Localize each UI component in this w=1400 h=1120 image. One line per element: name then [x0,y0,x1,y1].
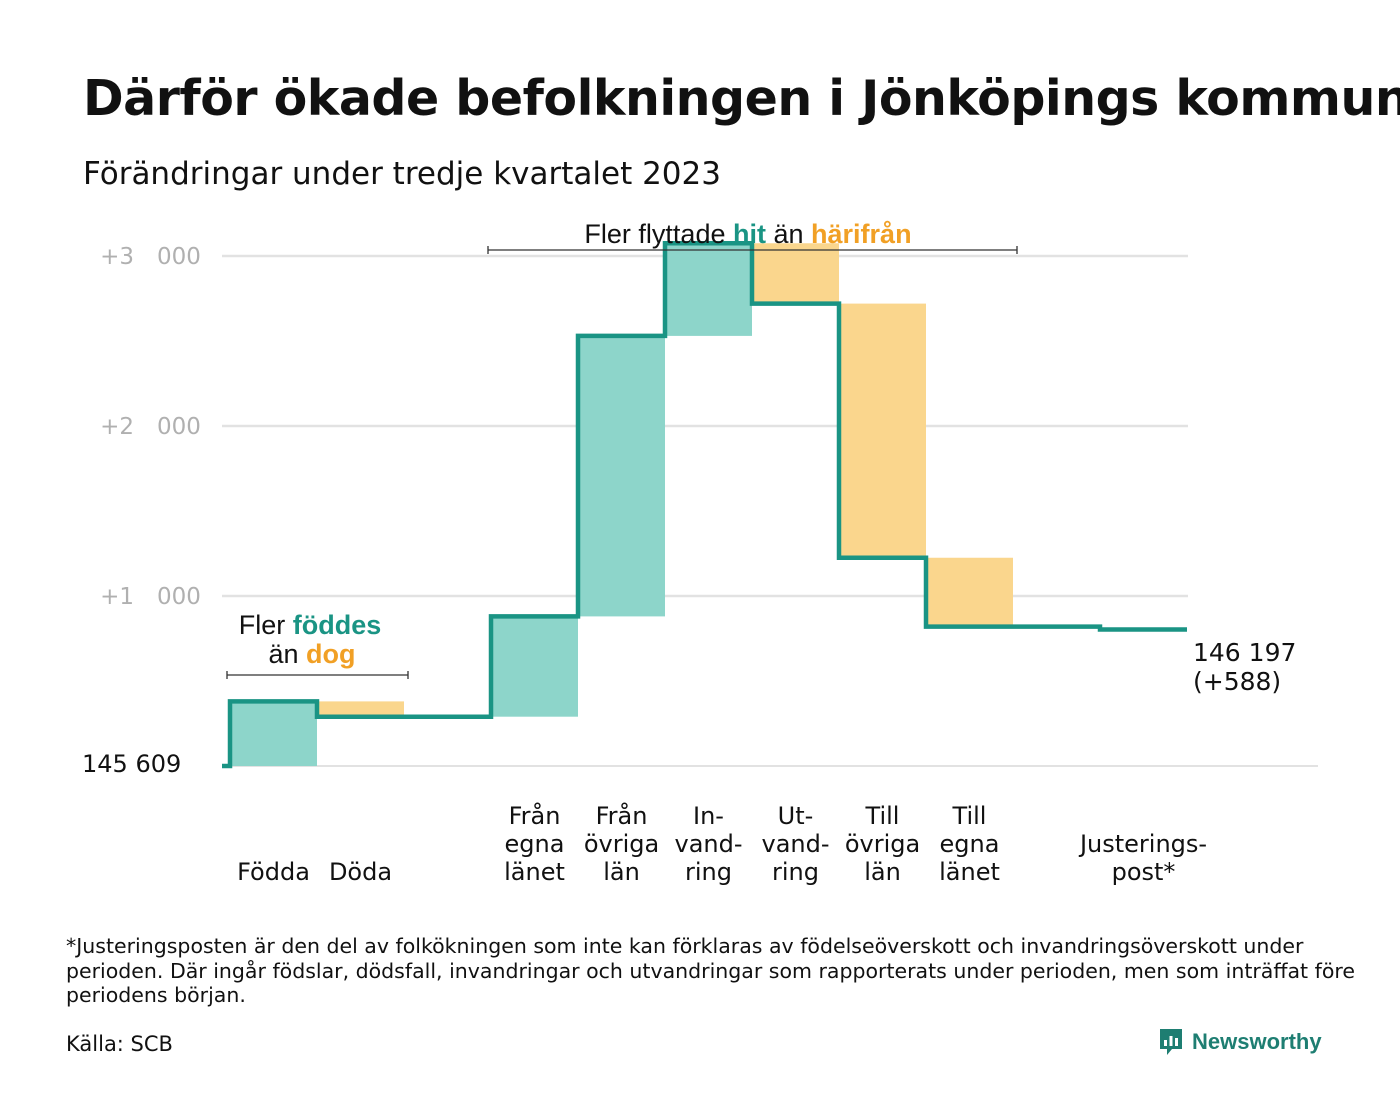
bar-outflow [752,243,839,304]
category-label: ring [685,858,732,886]
source-label: Källa: SCB [66,1032,173,1056]
newsworthy-logo-icon [1160,1029,1182,1055]
end-change-label: (+588) [1193,667,1281,696]
y-tick-label: +3 [100,244,134,270]
annotation-births-bracket [226,671,409,679]
y-tick-label: 000 [157,584,201,610]
annotation-births-deaths: Fler föddes än dog [226,610,409,679]
footnote: *Justeringsposten är den del av folkökni… [66,934,1355,1007]
bars [222,241,1187,769]
annotation-migration-bracket [487,246,1018,254]
annotation-births-highlight: föddes [293,610,382,640]
bar-outflow [926,557,1013,627]
category-label: Döda [329,858,392,886]
category-label: vand- [674,830,742,858]
bar-inflow [578,335,665,617]
category-label: ring [772,858,819,886]
annotation-deaths-highlight: dog [306,639,355,669]
category-label: vand- [761,830,829,858]
y-tick-label: +1 [100,584,134,610]
category-label: länet [504,858,565,886]
brand: Newsworthy [1158,1027,1322,1057]
annotation-migration-out: härifrån [811,219,912,249]
annotation-deaths-line2: än dog [268,639,355,669]
bar-inflow [491,616,578,717]
y-axis-ticks: +1 000 +2 000 +3 000 [100,244,201,610]
category-label: egna [940,830,1000,858]
y-tick-label: 000 [157,414,201,440]
category-label: länet [939,858,1000,886]
category-label: Justerings- [1078,830,1207,858]
category-label: övriga [584,830,659,858]
category-label: egna [505,830,565,858]
annotation-migration-text: Fler flyttade hit än härifrån [584,219,911,249]
category-label: Till [865,802,900,830]
bar-inflow [665,243,752,336]
start-value-label: 145 609 [82,750,181,778]
annotation-births-prefix: Fler [239,610,293,640]
category-label: län [603,858,640,886]
bar-outflow [839,303,926,558]
annotation-migration-prefix: Fler flyttade [584,219,733,249]
brand-name: Newsworthy [1192,1029,1322,1054]
annotation-births-line1: Fler föddes [239,610,382,640]
annotation-migration-in: hit [733,219,766,249]
y-tick-label: 000 [157,244,201,270]
annotation-deaths-prefix: än [268,639,306,669]
category-label: övriga [845,830,920,858]
bar-outflow [317,701,404,717]
cumulative-step-line [222,241,1187,769]
page-title: Därför ökade befolkningen i Jönköpings k… [83,70,1400,127]
category-label: In- [693,802,724,830]
y-tick-label: +2 [100,414,134,440]
category-labels: Födda DödaFrånegnalänetFrånövrigalänIn-va… [237,801,1207,886]
category-label: län [864,858,901,886]
category-label: Födda [237,858,310,886]
category-label: Från [596,801,648,830]
category-label: Ut- [778,802,814,830]
annotation-migration: Fler flyttade hit än härifrån [487,219,1018,254]
category-label: post* [1112,858,1176,886]
bar-inflow [230,701,317,766]
annotation-migration-middle: än [766,219,811,249]
category-label: Från [509,801,561,830]
page-subtitle: Förändringar under tredje kvartalet 2023 [83,156,721,192]
end-value-label: 146 197 [1193,638,1296,667]
category-label: Till [952,802,987,830]
gridlines [222,254,1318,767]
